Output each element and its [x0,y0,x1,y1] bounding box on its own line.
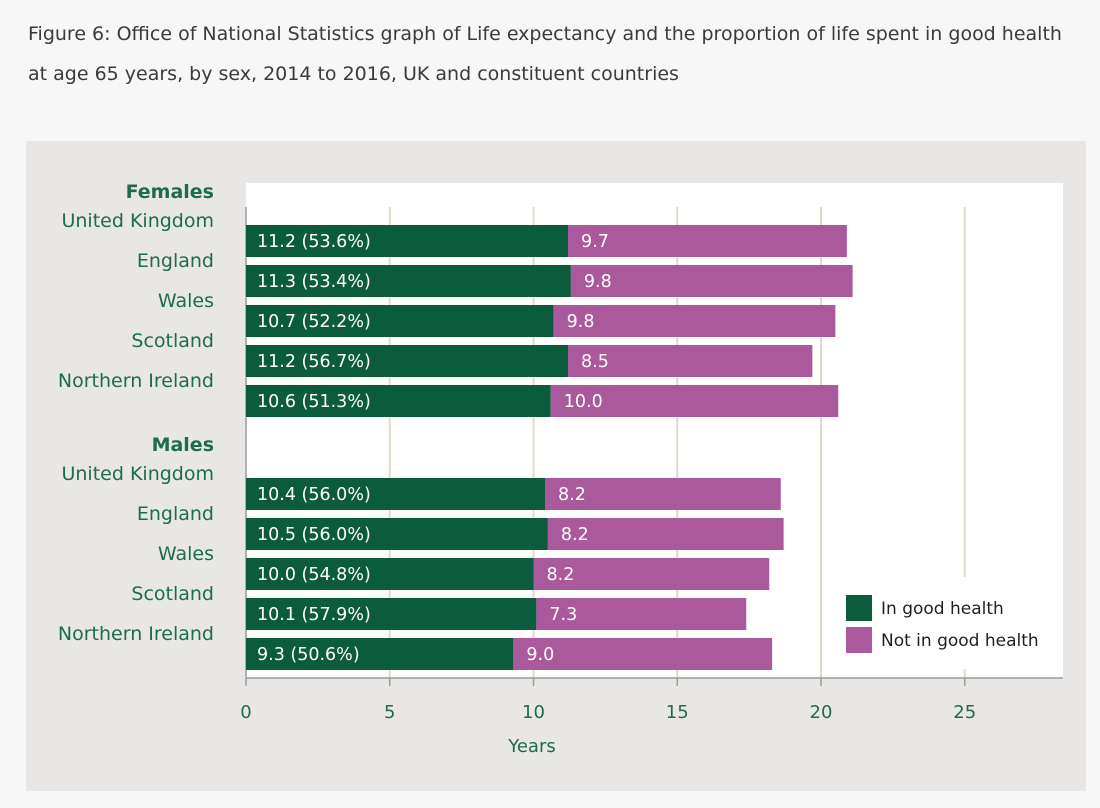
legend-label-in-good-health: In good health [881,599,1004,619]
bar-not-in-good-health [536,598,747,630]
bar-not-in-good-health [545,478,781,510]
legend-swatch-in-good-health [846,595,872,621]
bar-in-good-health [246,265,571,297]
bar-label-in-good-health: 11.3 (53.4%) [257,272,371,292]
figure-caption: Figure 6: Office of National Statistics … [28,23,1062,85]
bar-label-not-in-good-health: 9.7 [581,232,609,252]
bar-label-not-in-good-health: 8.2 [547,565,575,585]
bar-not-in-good-health [568,225,847,257]
bar-in-good-health [246,598,537,630]
category-label: Scotland [131,330,214,352]
bar-in-good-health [246,305,554,337]
bar-in-good-health [246,385,551,417]
x-tick-label: 0 [240,702,251,723]
bar-label-in-good-health: 10.0 (54.8%) [257,565,371,585]
bar-in-good-health [246,345,568,377]
bar-in-good-health [246,518,548,550]
bar-label-in-good-health: 10.6 (51.3%) [257,392,371,412]
category-label: Northern Ireland [58,370,214,392]
category-label: Wales [158,290,214,312]
legend-label-not-in-good-health: Not in good health [881,631,1039,651]
bar-label-not-in-good-health: 8.5 [581,352,609,372]
bar-in-good-health [246,558,534,590]
x-axis-label: Years [507,736,556,757]
category-label: United Kingdom [61,463,214,485]
category-label: Northern Ireland [58,623,214,645]
bar-label-in-good-health: 10.1 (57.9%) [257,605,371,625]
bar-label-not-in-good-health: 7.3 [549,605,577,625]
category-label: Scotland [131,583,214,605]
bar-label-not-in-good-health: 9.8 [567,312,595,332]
group-label: Females [126,181,214,203]
x-tick-label: 15 [666,702,689,723]
bar-not-in-good-health [570,265,853,297]
bar-label-not-in-good-health: 8.2 [561,525,589,545]
bar-label-not-in-good-health: 8.2 [558,485,586,505]
x-tick-label: 5 [384,702,395,723]
bar-not-in-good-health [550,385,839,417]
category-label: England [137,250,214,272]
bar-label-in-good-health: 10.5 (56.0%) [257,525,371,545]
category-label: England [137,503,214,525]
bar-not-in-good-health [547,518,784,550]
bar-label-in-good-health: 11.2 (53.6%) [257,232,371,252]
bar-label-in-good-health: 9.3 (50.6%) [257,645,360,665]
bar-in-good-health [246,478,545,510]
bar-label-not-in-good-health: 10.0 [564,392,603,412]
legend-box [836,577,1054,669]
bar-label-in-good-health: 10.7 (52.2%) [257,312,371,332]
group-label: Males [152,434,214,456]
bar-in-good-health [246,225,568,257]
bar-label-in-good-health: 10.4 (56.0%) [257,485,371,505]
category-label: Wales [158,543,214,565]
x-tick-label: 10 [522,702,545,723]
bar-not-in-good-health [553,305,836,337]
bar-not-in-good-health [568,345,813,377]
bar-in-good-health [246,638,514,670]
bar-not-in-good-health [513,638,773,670]
category-label: United Kingdom [61,210,214,232]
bar-not-in-good-health [533,558,770,590]
bar-label-in-good-health: 11.2 (56.7%) [257,352,371,372]
bar-label-not-in-good-health: 9.0 [526,645,554,665]
bar-label-not-in-good-health: 9.8 [584,272,612,292]
x-tick-label: 20 [810,702,833,723]
legend-swatch-not-in-good-health [846,627,872,653]
x-tick-label: 25 [953,702,976,723]
